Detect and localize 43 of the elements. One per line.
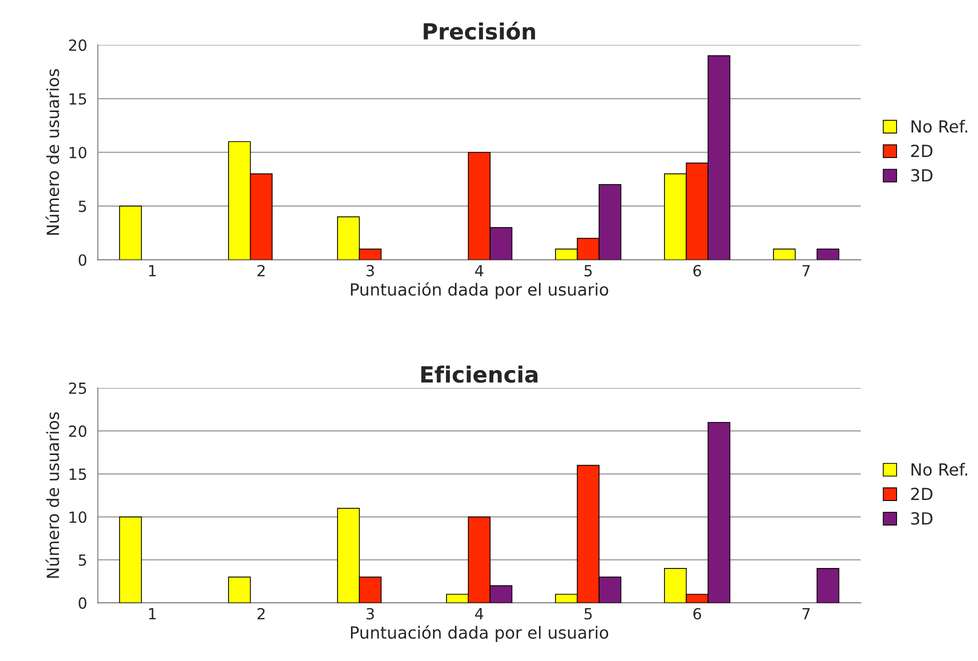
x-tick-label: 7 bbox=[802, 608, 810, 620]
x-axis-title: Puntuación dada por el usuario bbox=[350, 282, 608, 299]
x-tick-label: 1 bbox=[149, 608, 156, 620]
x-tick-label: 7 bbox=[802, 265, 810, 276]
y-tick-label: 25 bbox=[69, 382, 86, 394]
x-tick-label: 4 bbox=[475, 608, 484, 620]
x-tick-label: 5 bbox=[584, 265, 592, 276]
y-tick-label: 5 bbox=[78, 200, 86, 212]
x-tick-label: 3 bbox=[366, 608, 374, 620]
x-tick-label: 2 bbox=[258, 608, 265, 620]
y-tick-label: 20 bbox=[69, 425, 86, 437]
y-tick-label: 15 bbox=[70, 468, 86, 480]
x-tick-label: 2 bbox=[258, 264, 265, 276]
y-tick-label: 15 bbox=[70, 93, 86, 105]
x-axis-title: Puntuación dada por el usuario bbox=[350, 625, 608, 642]
bar bbox=[119, 516, 142, 603]
y-tick-label: 5 bbox=[78, 554, 86, 566]
y-tick-label: 10 bbox=[70, 511, 86, 523]
x-tick-label: 6 bbox=[693, 608, 702, 620]
y-axis-title: Número de usuarios bbox=[46, 69, 60, 235]
y-tick-label: 10 bbox=[70, 146, 86, 158]
bar bbox=[816, 248, 840, 260]
bar bbox=[816, 568, 840, 603]
x-tick-label: 5 bbox=[584, 608, 592, 620]
chart-title: Eficiencia bbox=[421, 366, 538, 383]
legend-label: No Ref. bbox=[912, 462, 968, 476]
legend-label: 2D bbox=[911, 488, 932, 500]
legend-label: 2D bbox=[911, 144, 932, 157]
chart-title: Precisión bbox=[424, 22, 535, 40]
x-tick-label: 4 bbox=[475, 265, 484, 276]
legend-label: 3D bbox=[911, 169, 932, 182]
y-tick-label: 20 bbox=[69, 39, 86, 51]
legend-label: No Ref. bbox=[912, 120, 968, 133]
x-tick-label: 1 bbox=[149, 265, 156, 276]
bar bbox=[773, 248, 796, 260]
legend-label: 3D bbox=[911, 512, 932, 525]
y-tick-label: 0 bbox=[78, 254, 86, 266]
bar bbox=[228, 576, 251, 603]
y-axis-title: Número de usuarios bbox=[46, 412, 60, 578]
x-tick-label: 3 bbox=[366, 264, 374, 276]
x-tick-label: 6 bbox=[693, 264, 702, 276]
y-tick-label: 0 bbox=[78, 597, 86, 609]
bar bbox=[119, 206, 142, 260]
